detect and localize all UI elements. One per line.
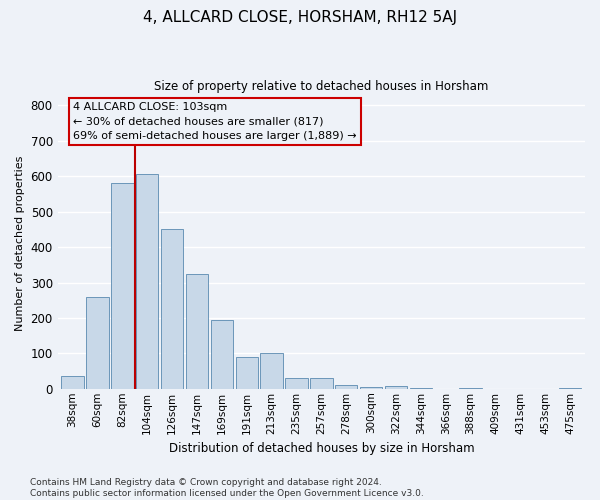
Title: Size of property relative to detached houses in Horsham: Size of property relative to detached ho… bbox=[154, 80, 488, 93]
Bar bbox=[335, 385, 358, 389]
Bar bbox=[260, 354, 283, 389]
Y-axis label: Number of detached properties: Number of detached properties bbox=[15, 156, 25, 331]
Text: 4, ALLCARD CLOSE, HORSHAM, RH12 5AJ: 4, ALLCARD CLOSE, HORSHAM, RH12 5AJ bbox=[143, 10, 457, 25]
Bar bbox=[310, 378, 332, 389]
Bar bbox=[136, 174, 158, 389]
Bar bbox=[61, 376, 84, 389]
Bar bbox=[410, 388, 432, 389]
Bar bbox=[460, 388, 482, 389]
Bar bbox=[161, 230, 183, 389]
Bar bbox=[360, 387, 382, 389]
Bar bbox=[559, 388, 581, 389]
Text: Contains HM Land Registry data © Crown copyright and database right 2024.
Contai: Contains HM Land Registry data © Crown c… bbox=[30, 478, 424, 498]
Bar bbox=[385, 386, 407, 389]
X-axis label: Distribution of detached houses by size in Horsham: Distribution of detached houses by size … bbox=[169, 442, 474, 455]
Bar bbox=[211, 320, 233, 389]
Bar bbox=[236, 357, 258, 389]
Text: 4 ALLCARD CLOSE: 103sqm
← 30% of detached houses are smaller (817)
69% of semi-d: 4 ALLCARD CLOSE: 103sqm ← 30% of detache… bbox=[73, 102, 357, 142]
Bar bbox=[111, 184, 134, 389]
Bar bbox=[86, 296, 109, 389]
Bar bbox=[186, 274, 208, 389]
Bar bbox=[285, 378, 308, 389]
